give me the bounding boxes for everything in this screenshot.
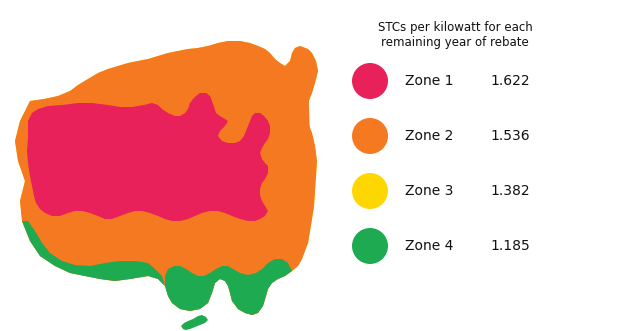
Text: 1.536: 1.536 — [490, 129, 530, 143]
Text: 1.382: 1.382 — [490, 184, 530, 198]
Polygon shape — [181, 315, 208, 330]
Text: Zone 2: Zone 2 — [405, 129, 454, 143]
Text: 1.622: 1.622 — [490, 74, 530, 88]
Polygon shape — [27, 93, 270, 221]
Polygon shape — [165, 259, 292, 315]
Circle shape — [352, 118, 388, 154]
Text: Zone 3: Zone 3 — [405, 184, 454, 198]
Polygon shape — [15, 41, 318, 315]
Circle shape — [352, 173, 388, 209]
Text: Zone 1: Zone 1 — [405, 74, 454, 88]
Polygon shape — [22, 221, 165, 286]
Text: 1.185: 1.185 — [490, 239, 530, 253]
Text: Zone 4: Zone 4 — [405, 239, 454, 253]
Polygon shape — [15, 41, 318, 315]
Circle shape — [352, 228, 388, 264]
Text: STCs per kilowatt for each
remaining year of rebate: STCs per kilowatt for each remaining yea… — [378, 21, 532, 49]
Circle shape — [352, 63, 388, 99]
